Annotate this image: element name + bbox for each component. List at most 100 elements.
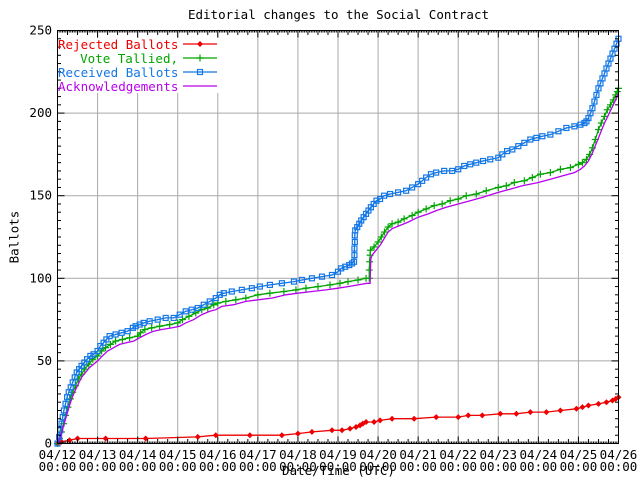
marker-rejected-ballots [246,432,253,439]
marker-received-ballots [351,238,358,246]
legend-marker-open-square-icon [196,68,204,76]
marker-received-ballots [517,145,520,147]
x-tick-label-time: 00:00 [399,459,437,474]
marker-received-ballots [209,300,211,303]
marker-rejected-ballots [74,435,81,442]
marker-received-ballots [134,325,137,327]
x-tick-label-date: 04/23 [479,447,517,462]
marker-received-ballots [266,281,273,289]
marker-received-ballots [216,291,223,298]
marker-rejected-ballots [294,430,301,437]
legend-label: Rejected Ballots [58,36,179,52]
marker-received-ballots [533,134,540,141]
marker-received-ballots [62,416,64,418]
marker-received-ballots [126,330,129,332]
marker-received-ballots [96,350,99,352]
marker-received-ballots [591,98,598,105]
marker-received-ballots [573,125,576,128]
marker-received-ballots [386,190,394,198]
x-tick-label-date: 04/26 [600,447,638,462]
legend-item-received-ballots: Received Ballots [58,65,218,80]
marker-received-ballots [419,177,426,184]
marker-received-ballots [589,105,596,112]
marker-received-ballots [179,313,181,316]
marker-received-ballots [411,186,413,189]
marker-rejected-ballots [142,435,149,442]
marker-rejected-ballots [595,400,602,407]
marker-received-ballots [72,381,74,384]
marker-received-ballots [293,280,295,283]
marker-received-ballots [173,317,175,319]
marker-received-ballots [593,91,600,99]
marker-rejected-ballots [513,410,520,417]
marker-received-ballots [164,317,167,319]
series-line-acknowledgements [56,93,620,444]
x-tick-label-time: 00:00 [239,459,277,474]
x-tick-label-time: 00:00 [79,459,117,474]
marker-rejected-ballots [102,435,109,442]
marker-rejected-ballots [497,410,504,417]
marker-received-ballots [248,285,255,292]
y-tick-label: 50 [37,353,52,368]
marker-received-ballots [597,87,600,90]
marker-received-ballots [535,137,538,139]
x-tick-label-time: 00:00 [319,459,357,474]
legend-marker-open-square-icon [199,71,201,73]
marker-received-ballots [176,311,183,318]
marker-received-ballots [321,275,323,278]
marker-received-ballots [308,275,316,282]
marker-received-ballots [87,352,94,360]
marker-received-ballots [527,136,534,143]
x-tick-label-time: 00:00 [520,459,558,474]
marker-received-ballots [259,285,261,288]
series-rejected-ballots [54,394,622,447]
legend-label: Acknowledgements [58,78,179,94]
x-tick-label-date: 04/22 [439,447,477,462]
marker-received-ballots [555,128,562,135]
marker-rejected-ballots [579,404,586,411]
marker-received-ballots [290,278,298,285]
x-tick-label-time: 00:00 [159,459,197,474]
marker-received-ballots [63,409,65,412]
marker-received-ballots [140,319,147,327]
x-tick-label-date: 04/18 [279,447,317,462]
marker-received-ballots [395,189,402,196]
marker-received-ballots [206,298,213,305]
marker-received-ballots [397,191,399,194]
marker-received-ballots [59,429,62,431]
marker-received-ballots [529,138,532,141]
marker-received-ballots [423,174,430,181]
marker-received-ballots [601,77,604,80]
marker-received-ballots [112,331,119,338]
x-tick-label-date: 04/16 [199,447,237,462]
marker-rejected-ballots [573,405,580,412]
y-axis-label: Ballots [6,210,22,264]
marker-received-ballots [60,422,63,425]
marker-received-ballots [375,199,378,202]
marker-received-ballots [351,252,358,259]
marker-received-ballots [194,304,201,312]
marker-received-ballots [425,176,427,179]
marker-received-ballots [298,276,306,284]
marker-received-ballots [59,413,66,421]
marker-received-ballots [506,150,508,152]
marker-rejected-ballots [371,419,378,426]
x-axis-label: Date/Time (UTC) [282,463,395,478]
marker-received-ballots [353,247,356,250]
marker-rejected-ballots [433,414,440,421]
legend-label: Vote Tallied, [80,50,178,66]
marker-received-ballots [120,332,123,334]
marker-rejected-ballots [212,432,219,439]
marker-received-ballots [103,336,110,343]
marker-received-ballots [489,158,491,161]
marker-received-ballots [405,190,407,192]
x-tick-label-time: 00:00 [600,459,638,474]
marker-received-ballots [389,193,391,195]
marker-received-ballots [589,112,592,114]
marker-received-ballots [383,195,385,197]
marker-received-ballots [469,163,471,166]
marker-rejected-ballots [363,419,370,426]
marker-received-ballots [563,124,570,132]
marker-received-ballots [495,154,502,161]
